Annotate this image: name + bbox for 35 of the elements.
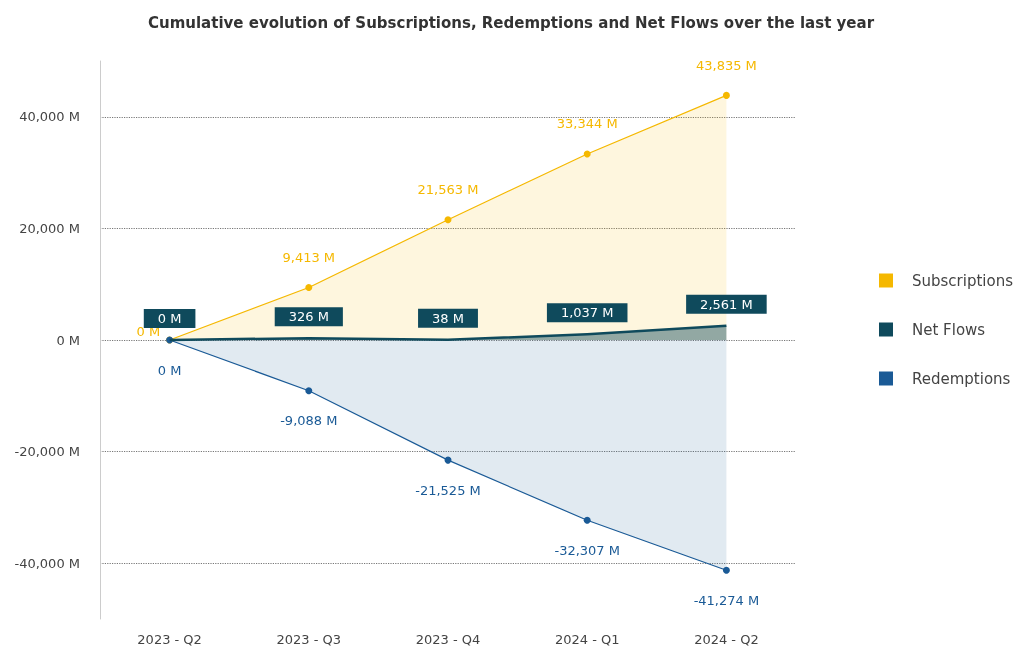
data-label: 21,563 M bbox=[417, 182, 479, 198]
y-tick-label: 40,000 M bbox=[19, 109, 80, 125]
legend-label: Subscriptions bbox=[911, 271, 1014, 290]
data-label: 1,037 M bbox=[560, 305, 614, 321]
y-tick-label: -20,000 M bbox=[14, 444, 80, 460]
y-tick-label: 20,000 M bbox=[19, 220, 80, 236]
point bbox=[722, 566, 730, 574]
data-label: 0 M bbox=[157, 311, 182, 326]
data-label: -32,307 M bbox=[554, 542, 620, 558]
chart-title: Cumulative evolution of Subscriptions, Redemptions and Net Flows over the last year bbox=[147, 13, 875, 32]
point bbox=[583, 516, 591, 524]
data-label: -9,088 M bbox=[280, 413, 338, 429]
x-tick-label: 2023 - Q4 bbox=[415, 632, 481, 647]
data-label: -21,525 M bbox=[415, 482, 481, 498]
data-label: 33,344 M bbox=[556, 116, 618, 132]
y-tick-label: 0 M bbox=[56, 332, 80, 348]
legend-label: Net Flows bbox=[911, 320, 986, 339]
data-label: 9,413 M bbox=[282, 249, 336, 265]
data-label: -41,274 M bbox=[693, 592, 760, 608]
data-label: 38 M bbox=[432, 310, 464, 326]
data-label: 326 M bbox=[288, 309, 329, 325]
point bbox=[305, 283, 313, 291]
y-tick-label: -40,000 M bbox=[14, 555, 80, 571]
data-label: 43,835 M bbox=[695, 57, 757, 73]
x-tick-label: 2023 - Q3 bbox=[276, 632, 342, 647]
legend-label: Redemptions bbox=[911, 369, 1011, 388]
data-label: 0 M bbox=[157, 362, 182, 378]
data-label: 2,561 M bbox=[700, 296, 753, 312]
x-tick-label: 2024 - Q2 bbox=[694, 632, 759, 647]
point bbox=[444, 216, 452, 224]
x-tick-label: 2024 - Q1 bbox=[554, 632, 620, 647]
point bbox=[305, 387, 313, 395]
point bbox=[722, 91, 730, 99]
point bbox=[583, 150, 591, 158]
x-tick-label: 2023 - Q2 bbox=[137, 632, 202, 647]
